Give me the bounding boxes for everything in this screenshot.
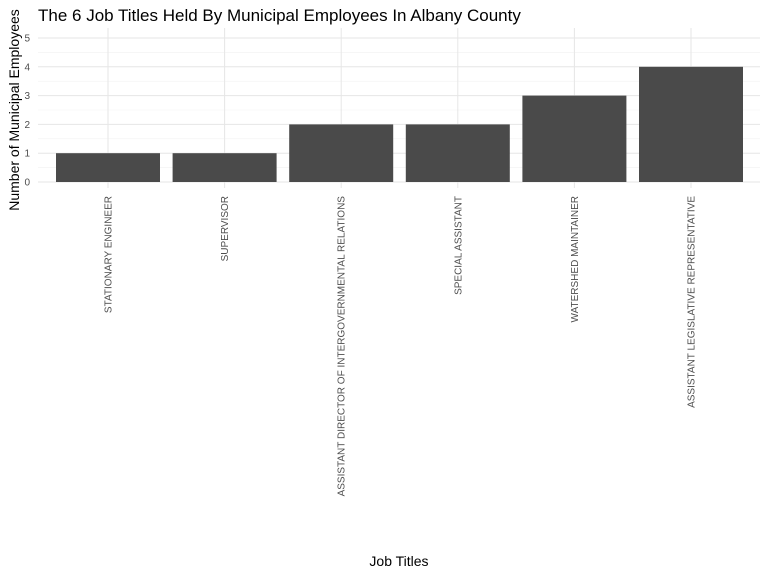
- y-tick-label: 3: [24, 91, 30, 102]
- bar: [56, 153, 160, 182]
- bars: [56, 66, 743, 182]
- x-axis-title: Job Titles: [369, 553, 428, 569]
- bar: [289, 124, 394, 182]
- chart-title: The 6 Job Titles Held By Municipal Emplo…: [38, 6, 521, 25]
- x-tick-label: WATERSHED MAINTAINER: [570, 196, 581, 322]
- x-tick-labels: STATIONARY ENGINEER SUPERVISOR ASSISTANT D…: [104, 196, 698, 497]
- y-tick-label: 0: [24, 178, 30, 189]
- x-tick-label: ASSISTANT LEGISLATIVE REPRESENTATIVE: [687, 196, 698, 408]
- bar: [522, 95, 627, 182]
- x-tick-label: SPECIAL ASSISTANT: [453, 196, 464, 295]
- y-tick-labels: 0 1 2 3 4 5: [24, 34, 30, 189]
- y-tick-label: 4: [24, 62, 30, 73]
- x-tick-label: ASSISTANT DIRECTOR OF INTERGOVERNMENTAL …: [337, 196, 348, 497]
- y-tick-label: 2: [24, 120, 30, 131]
- y-tick-label: 1: [24, 149, 30, 160]
- y-tick-label: 5: [24, 34, 30, 45]
- bar: [405, 124, 510, 182]
- bar: [172, 153, 277, 182]
- bar: [639, 66, 743, 182]
- x-tick-label: SUPERVISOR: [220, 196, 231, 261]
- y-axis-title: Number of Municipal Employees: [6, 9, 22, 211]
- x-tick-label: STATIONARY ENGINEER: [104, 196, 115, 313]
